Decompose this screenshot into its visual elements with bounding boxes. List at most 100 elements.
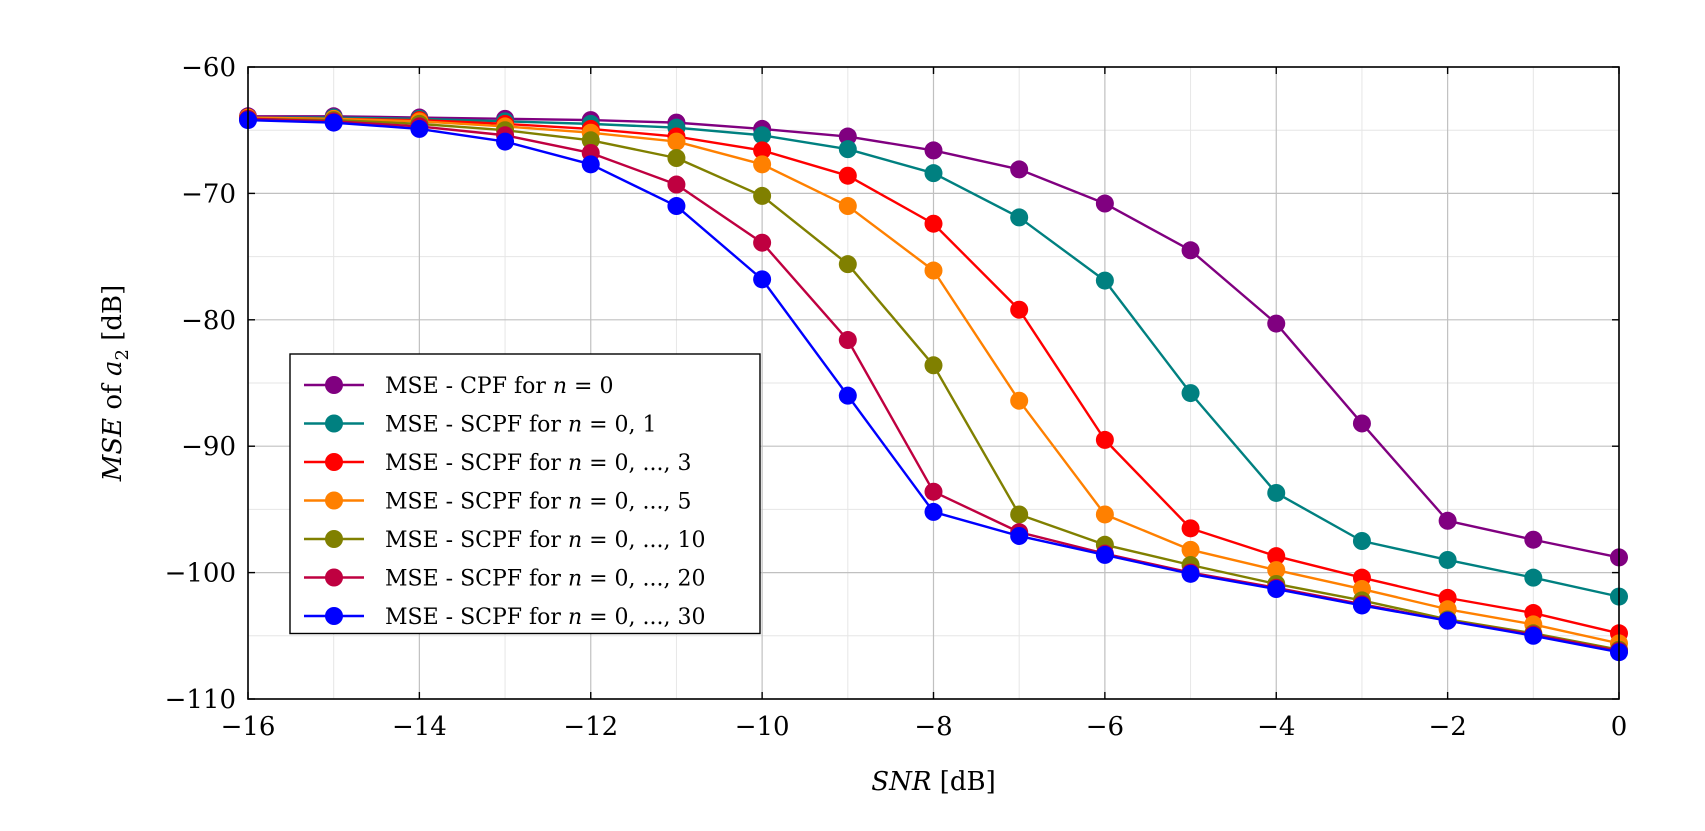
legend-label-range: = 0, ..., 10: [582, 528, 705, 553]
data-point: [1267, 580, 1286, 599]
data-point: [1267, 561, 1286, 580]
legend-entry: MSE - SCPF for n = 0, ..., 3: [304, 451, 692, 476]
legend-label-prefix: MSE - SCPF for: [385, 490, 568, 515]
data-point: [410, 119, 429, 138]
legend-marker: [325, 414, 343, 433]
data-point: [1438, 550, 1457, 569]
data-point: [1095, 545, 1114, 564]
legend-marker: [325, 491, 343, 510]
data-point: [1352, 414, 1371, 433]
y-tick-label: −80: [181, 306, 236, 336]
y-axis-subscript: 2: [112, 349, 133, 360]
legend-label: MSE - SCPF for n = 0, ..., 5: [385, 490, 692, 515]
data-point: [753, 155, 772, 174]
y-axis-unit: [dB]: [98, 285, 128, 349]
y-axis-var: MSE: [98, 418, 128, 482]
legend-label-range: = 0, ..., 20: [582, 567, 705, 592]
data-point: [924, 261, 943, 280]
data-point: [1267, 483, 1286, 502]
legend-label-range: = 0, ..., 30: [582, 605, 705, 630]
data-point: [1010, 160, 1029, 179]
legend-label-range: = 0, ..., 3: [582, 451, 691, 476]
x-tick-label: −6: [1086, 712, 1124, 742]
y-tick-label: −110: [165, 685, 236, 715]
legend-marker: [325, 607, 343, 625]
y-tick-label: −70: [181, 179, 236, 209]
data-point: [1010, 300, 1029, 319]
data-point: [838, 140, 857, 159]
series-layer: [239, 107, 1628, 662]
y-axis-mid: of: [98, 376, 128, 418]
legend-label-var: n: [568, 567, 582, 592]
data-point: [924, 502, 943, 521]
x-tick-labels: −16 −14 −12 −10 −8 −6 −4 −2 0: [221, 712, 1628, 742]
data-point: [1352, 596, 1371, 615]
legend-marker: [325, 568, 343, 587]
data-point: [1524, 568, 1543, 587]
data-point: [1095, 194, 1114, 213]
data-point: [1010, 526, 1029, 545]
series-7: [239, 111, 1628, 662]
legend-label-var: n: [568, 490, 582, 515]
y-tick-label: −60: [181, 53, 236, 83]
data-point: [924, 141, 943, 160]
legend-label-prefix: MSE - SCPF for: [385, 528, 568, 553]
legend-label-prefix: MSE - SCPF for: [385, 567, 568, 592]
data-point: [581, 131, 600, 150]
data-point: [838, 197, 857, 216]
data-point: [1181, 564, 1200, 583]
legend-label: MSE - CPF for n = 0: [385, 374, 613, 399]
data-point: [838, 331, 857, 350]
legend-label: MSE - SCPF for n = 0, ..., 20: [385, 567, 706, 592]
legend-entry: MSE - SCPF for n = 0, 1: [304, 413, 657, 438]
y-tick-label: −100: [165, 559, 236, 589]
legend-label-var: n: [568, 451, 582, 476]
data-point: [667, 132, 686, 151]
y-axis-symbol: a: [98, 361, 128, 377]
x-tick-label: −12: [563, 712, 618, 742]
data-point: [1010, 391, 1029, 410]
data-point: [1095, 430, 1114, 449]
data-point: [667, 197, 686, 216]
y-axis-label: MSE of a2 [dB]: [98, 285, 133, 483]
data-point: [1267, 547, 1286, 566]
y-tick-labels: −110 −100 −90 −80 −70 −60: [165, 53, 236, 715]
legend-marker: [325, 530, 343, 548]
data-point: [667, 175, 686, 194]
legend-label-prefix: MSE - CPF for: [385, 374, 553, 399]
data-point: [1524, 626, 1543, 645]
x-axis-label: SNR [dB]: [871, 767, 995, 797]
x-axis-var: SNR: [871, 767, 931, 797]
data-point: [838, 255, 857, 274]
legend-label-prefix: MSE - SCPF for: [385, 605, 568, 630]
legend-label-range: = 0, ..., 5: [582, 490, 691, 515]
data-point: [838, 127, 857, 146]
data-point: [1095, 505, 1114, 524]
legend-entry: MSE - CPF for n = 0: [304, 374, 613, 399]
data-point: [1095, 271, 1114, 290]
data-point: [924, 356, 943, 375]
data-point: [667, 149, 686, 168]
legend-entry: MSE - SCPF for n = 0, ..., 20: [304, 567, 706, 592]
x-tick-label: −14: [392, 712, 447, 742]
data-point: [753, 141, 772, 160]
data-point: [838, 166, 857, 185]
data-point: [496, 132, 515, 151]
legend-label: MSE - SCPF for n = 0, 1: [385, 413, 657, 438]
data-point: [924, 482, 943, 501]
legend-label-var: n: [568, 528, 582, 553]
legend-label: MSE - SCPF for n = 0, ..., 3: [385, 451, 692, 476]
data-point: [1267, 314, 1286, 333]
legend-label-prefix: MSE - SCPF for: [385, 413, 568, 438]
data-point: [1438, 611, 1457, 630]
data-point: [1010, 505, 1029, 524]
x-tick-label: −4: [1257, 712, 1295, 742]
legend-label: MSE - SCPF for n = 0, ..., 10: [385, 528, 706, 553]
data-point: [324, 113, 343, 132]
data-point: [1181, 540, 1200, 559]
data-point: [753, 270, 772, 289]
legend-box: [289, 353, 761, 635]
data-point: [1010, 208, 1029, 227]
legend-entry: MSE - SCPF for n = 0, ..., 5: [304, 490, 692, 515]
